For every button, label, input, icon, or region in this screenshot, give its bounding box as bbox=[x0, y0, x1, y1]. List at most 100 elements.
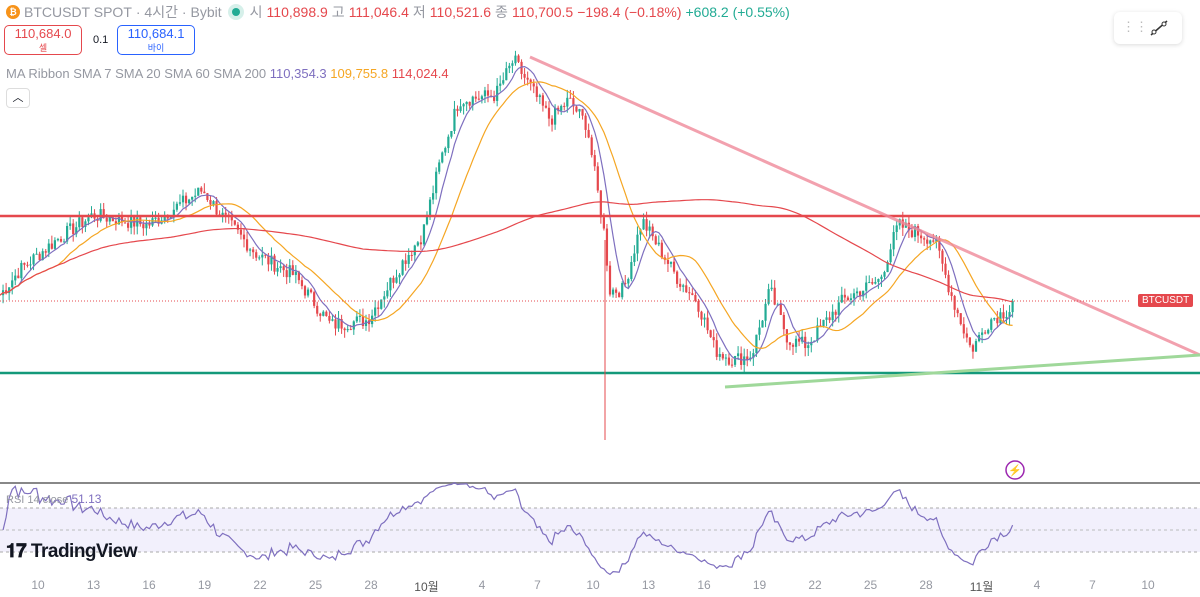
candle bbox=[191, 196, 194, 200]
symbol-name[interactable]: BTCUSDT SPOT bbox=[24, 4, 132, 20]
candle bbox=[602, 217, 605, 229]
candle bbox=[139, 217, 142, 225]
tradingview-logo[interactable]: 𝟏𝟕 TradingView bbox=[6, 541, 138, 562]
candle bbox=[923, 238, 926, 240]
candle bbox=[782, 314, 785, 330]
candle bbox=[990, 319, 993, 330]
candle bbox=[450, 130, 453, 137]
candle bbox=[474, 96, 477, 99]
candle bbox=[538, 95, 541, 98]
candle bbox=[145, 223, 148, 229]
candle bbox=[794, 338, 798, 347]
drawing-toolbar[interactable]: ⋮⋮ bbox=[1114, 12, 1182, 44]
trendline-tool-icon[interactable] bbox=[1148, 18, 1170, 38]
candle bbox=[114, 221, 117, 225]
buy-button[interactable]: 110,684.1 바이 bbox=[117, 25, 195, 55]
ascending-trendline[interactable] bbox=[724, 353, 1200, 389]
descending-trendline[interactable] bbox=[529, 55, 1200, 357]
x-tick: 25 bbox=[308, 578, 323, 592]
candle bbox=[215, 201, 218, 215]
candle bbox=[346, 329, 349, 331]
candle bbox=[499, 83, 502, 86]
candle bbox=[111, 217, 114, 222]
candle bbox=[322, 311, 325, 316]
candle bbox=[920, 235, 923, 239]
drag-handle-icon[interactable]: ⋮⋮ bbox=[1122, 19, 1148, 34]
candle bbox=[892, 232, 895, 250]
candle bbox=[14, 275, 17, 281]
sell-button[interactable]: 110,684.0 셀 bbox=[4, 25, 82, 55]
candle bbox=[746, 356, 749, 360]
candle bbox=[56, 239, 60, 241]
candle bbox=[984, 332, 987, 334]
candle bbox=[587, 129, 590, 138]
candle bbox=[178, 202, 182, 204]
candle bbox=[325, 311, 328, 316]
high-label: 고 bbox=[331, 4, 345, 20]
extended-change: +608.2 (+0.55%) bbox=[685, 4, 790, 20]
brand-text: TradingView bbox=[30, 541, 138, 562]
candle bbox=[618, 292, 621, 298]
candle bbox=[563, 105, 566, 107]
x-tick: 22 bbox=[253, 578, 267, 592]
x-tick: 16 bbox=[142, 578, 156, 592]
candle bbox=[252, 249, 255, 253]
lightning-glyph: ⚡ bbox=[1008, 464, 1022, 477]
candle bbox=[825, 317, 828, 320]
candle bbox=[767, 289, 770, 304]
candle bbox=[895, 225, 898, 233]
candle bbox=[956, 309, 959, 314]
candle bbox=[550, 118, 554, 125]
candle bbox=[886, 262, 889, 273]
candle bbox=[965, 333, 968, 338]
candle bbox=[999, 312, 1002, 324]
candle bbox=[627, 279, 630, 284]
candle bbox=[468, 101, 471, 106]
x-tick: 25 bbox=[863, 578, 878, 592]
candle bbox=[669, 261, 673, 264]
collapse-legend-button[interactable]: ︿ bbox=[6, 88, 30, 108]
candle bbox=[386, 290, 389, 297]
lightning-icon[interactable] bbox=[1005, 460, 1025, 480]
candle bbox=[407, 254, 410, 264]
candle bbox=[968, 337, 971, 346]
candle bbox=[779, 304, 782, 315]
candle bbox=[865, 282, 868, 291]
candle bbox=[846, 297, 849, 300]
candle bbox=[447, 136, 450, 149]
candle bbox=[505, 68, 508, 81]
candle bbox=[184, 195, 188, 204]
candle bbox=[871, 282, 874, 284]
candle bbox=[29, 264, 32, 266]
candle bbox=[270, 255, 273, 265]
candle bbox=[404, 260, 407, 264]
candle bbox=[8, 287, 11, 294]
candle bbox=[200, 187, 203, 192]
candle bbox=[840, 294, 843, 303]
x-tick: 22 bbox=[808, 578, 822, 592]
candle bbox=[209, 199, 212, 205]
candle bbox=[862, 290, 865, 297]
candle bbox=[486, 90, 490, 96]
candle bbox=[791, 344, 795, 347]
candle bbox=[852, 293, 856, 299]
candle bbox=[255, 252, 258, 258]
candle bbox=[672, 261, 676, 272]
candle bbox=[843, 294, 846, 298]
interval[interactable]: · 4시간 · bbox=[135, 4, 187, 20]
close-value: 110,700.5 bbox=[511, 4, 574, 20]
candle bbox=[724, 357, 727, 359]
candle bbox=[630, 262, 633, 280]
candle bbox=[337, 319, 340, 329]
sma200-line bbox=[0, 199, 1013, 303]
candle bbox=[682, 285, 685, 287]
candle bbox=[169, 217, 172, 219]
candle bbox=[212, 201, 215, 205]
candle bbox=[831, 311, 834, 321]
rsi-legend[interactable]: RSI 14 close 51.13 bbox=[6, 492, 101, 506]
ma-ribbon-legend[interactable]: MA Ribbon SMA 7 SMA 20 SMA 60 SMA 200 11… bbox=[6, 66, 449, 81]
candle bbox=[514, 55, 517, 64]
candle bbox=[764, 303, 767, 321]
candle bbox=[596, 166, 599, 191]
